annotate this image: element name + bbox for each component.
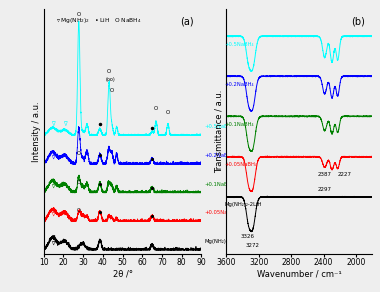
Text: +0.5NaBH₄: +0.5NaBH₄: [204, 124, 234, 129]
Text: 2227: 2227: [338, 171, 352, 177]
X-axis label: Wavenumber / cm⁻¹: Wavenumber / cm⁻¹: [257, 270, 342, 279]
Text: 3326: 3326: [241, 234, 255, 239]
Text: O: O: [77, 151, 81, 156]
Text: O: O: [154, 106, 158, 111]
Text: Mg(NH₂)₂-2LiH: Mg(NH₂)₂-2LiH: [204, 239, 242, 244]
Text: O: O: [77, 180, 81, 185]
Text: O: O: [107, 69, 111, 74]
Text: +0.05NaBH₄: +0.05NaBH₄: [204, 210, 238, 215]
Text: +0.05NaBH₄: +0.05NaBH₄: [225, 162, 258, 167]
Text: (b): (b): [351, 16, 365, 26]
Text: ∇: ∇: [51, 184, 54, 189]
Text: +0.1NaBH₄: +0.1NaBH₄: [225, 122, 254, 127]
Text: +0.1NaBH₄: +0.1NaBH₄: [204, 182, 234, 187]
Text: +0.2NaBH₄: +0.2NaBH₄: [225, 82, 254, 87]
Text: $\triangledown$ Mg(NH$_2$)$_2$   $\bullet$ LiH   O NaBH$_4$: $\triangledown$ Mg(NH$_2$)$_2$ $\bullet$…: [56, 16, 142, 25]
Text: 2387: 2387: [318, 171, 332, 177]
Text: 2297: 2297: [318, 187, 332, 192]
Text: ∇: ∇: [51, 241, 54, 246]
Text: O: O: [77, 208, 81, 213]
Y-axis label: Intensity / a.u.: Intensity / a.u.: [32, 101, 41, 162]
Text: O: O: [166, 110, 170, 115]
Text: (a): (a): [180, 16, 193, 26]
Text: ∇: ∇: [51, 155, 54, 160]
Text: 3272: 3272: [246, 243, 260, 248]
Text: O: O: [109, 88, 114, 93]
Text: O: O: [77, 12, 81, 17]
Text: Mg(NH₂)₂-2LiH: Mg(NH₂)₂-2LiH: [225, 202, 262, 208]
Text: +0.2NaBH₄: +0.2NaBH₄: [204, 153, 234, 158]
Text: ∇: ∇: [63, 122, 66, 127]
Text: ∇: ∇: [51, 122, 54, 127]
Y-axis label: Transmittance / a.u.: Transmittance / a.u.: [214, 90, 223, 173]
Text: (oo): (oo): [106, 77, 115, 82]
Text: +0.5NaBH₄: +0.5NaBH₄: [225, 42, 254, 47]
X-axis label: 2θ /°: 2θ /°: [112, 270, 133, 279]
Text: ∇: ∇: [51, 212, 54, 217]
